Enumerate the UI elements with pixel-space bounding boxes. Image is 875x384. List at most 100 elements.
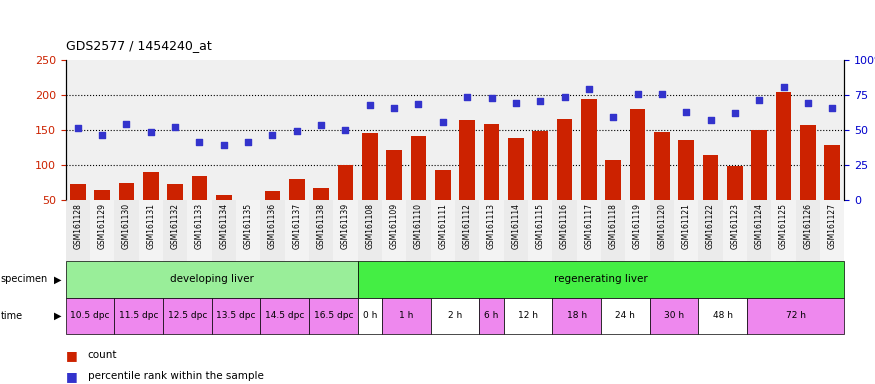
Point [679,109,693,115]
Bar [649,200,674,261]
Text: GSM161138: GSM161138 [317,203,326,249]
Bar [747,298,844,334]
Bar [115,200,138,261]
Bar [358,298,382,334]
Bar [775,92,792,200]
Point [387,105,401,111]
Bar [338,165,354,200]
Point [557,94,571,100]
Bar [820,200,844,261]
Bar [187,200,212,261]
Text: GDS2577 / 1454240_at: GDS2577 / 1454240_at [66,39,212,52]
Point [728,110,742,116]
Text: GSM161133: GSM161133 [195,203,204,249]
Point [606,114,620,120]
Text: GSM161123: GSM161123 [731,203,739,249]
Point [654,91,668,97]
Bar [406,200,430,261]
Text: 30 h: 30 h [664,311,684,320]
Text: 14.5 dpc: 14.5 dpc [265,311,304,320]
Point [704,118,717,124]
Text: GSM161116: GSM161116 [560,203,569,249]
Bar [115,298,163,334]
Point [509,100,523,106]
Text: GSM161120: GSM161120 [657,203,667,249]
Point [95,132,109,138]
Text: ▶: ▶ [53,311,61,321]
Text: GSM161137: GSM161137 [292,203,301,249]
Bar [70,184,86,200]
Bar [212,200,236,261]
Bar [601,298,649,334]
Point [801,100,815,106]
Bar [606,160,621,200]
Bar [216,195,232,200]
Text: GSM161110: GSM161110 [414,203,423,249]
Text: GSM161130: GSM161130 [122,203,131,249]
Bar [556,119,572,200]
Text: 48 h: 48 h [713,311,732,320]
Text: developing liver: developing liver [170,274,254,285]
Text: GSM161125: GSM161125 [779,203,788,249]
Bar [626,200,649,261]
Text: GSM161135: GSM161135 [243,203,253,249]
Point [314,122,328,128]
Bar [143,172,158,200]
Point [363,102,377,108]
Bar [552,200,577,261]
Text: 10.5 dpc: 10.5 dpc [70,311,109,320]
Text: GSM161136: GSM161136 [268,203,277,249]
Text: regenerating liver: regenerating liver [554,274,648,285]
Text: count: count [88,350,117,360]
Point [533,98,547,104]
Bar [313,188,329,200]
Bar [289,179,304,200]
Point [217,142,231,148]
Bar [504,200,528,261]
Bar [382,298,430,334]
Bar [94,190,110,200]
Point [144,129,158,135]
Text: GSM161112: GSM161112 [463,203,472,248]
Point [192,139,206,145]
Text: GSM161124: GSM161124 [755,203,764,249]
Text: 0 h: 0 h [362,311,377,320]
Bar [435,170,451,200]
Text: GSM161111: GSM161111 [438,203,447,248]
Text: percentile rank within the sample: percentile rank within the sample [88,371,263,381]
Text: GSM161139: GSM161139 [341,203,350,249]
Bar [236,200,261,261]
Bar [723,200,747,261]
Text: GSM161108: GSM161108 [366,203,374,249]
Bar [727,166,743,200]
Bar [698,200,723,261]
Bar [678,140,694,200]
Text: ■: ■ [66,349,77,362]
Bar [66,298,115,334]
Bar [532,131,548,200]
Text: 12.5 dpc: 12.5 dpc [168,311,207,320]
Bar [163,298,212,334]
Text: 72 h: 72 h [786,311,806,320]
Point [290,128,304,134]
Bar [703,155,718,200]
Bar [577,200,601,261]
Bar [284,200,309,261]
Bar [118,183,135,200]
Point [120,121,134,127]
Text: 12 h: 12 h [518,311,538,320]
Bar [358,200,382,261]
Bar [552,298,601,334]
Point [71,125,85,131]
Bar [698,298,747,334]
Point [776,84,790,90]
Bar [528,200,552,261]
Text: 16.5 dpc: 16.5 dpc [313,311,354,320]
Bar [430,200,455,261]
Bar [747,200,772,261]
Bar [795,200,820,261]
Point [460,94,474,100]
Point [436,119,450,125]
Bar [480,298,504,334]
Bar [484,124,500,200]
